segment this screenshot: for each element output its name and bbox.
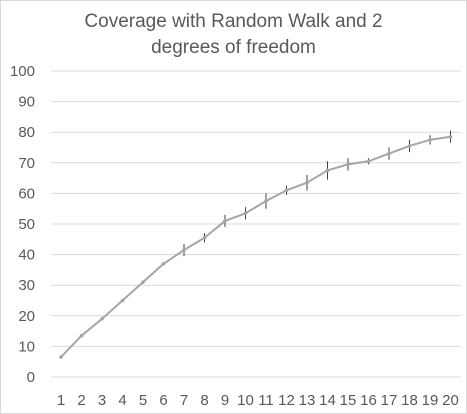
data-point: [428, 138, 432, 142]
chart-title: Coverage with Random Walk and 2 degrees …: [1, 9, 466, 61]
y-tick-label: 10: [18, 338, 35, 355]
data-point: [284, 188, 289, 193]
y-tick-label: 90: [18, 94, 35, 111]
x-tick-label: 4: [118, 392, 126, 409]
data-point: [346, 162, 350, 167]
x-tick-label: 1: [57, 392, 65, 409]
data-point: [305, 180, 309, 185]
x-tick-label: 11: [258, 392, 274, 409]
data-point: [407, 144, 412, 148]
series: [59, 130, 453, 359]
x-tick-label: 6: [159, 392, 167, 409]
data-point: [202, 235, 207, 240]
chart-title-line-1: Coverage with Random Walk and 2: [84, 11, 383, 32]
data-point: [79, 333, 84, 338]
x-tick-label: 19: [422, 392, 439, 409]
y-tick-label: 20: [18, 308, 35, 325]
y-tick-label: 80: [18, 124, 35, 141]
x-tick-label: 18: [401, 392, 418, 409]
x-axis: 1 2 3 4 5 6 7 8 9 10 11 12 13 14 15 16 17 18 19 20: [51, 376, 461, 409]
x-tick-label: 13: [299, 392, 316, 409]
data-point: [264, 199, 268, 203]
y-tick-label: 50: [18, 216, 35, 233]
data-point: [366, 159, 371, 164]
data-point: [120, 298, 125, 303]
x-tick-label: 2: [77, 392, 85, 409]
data-point: [325, 168, 330, 173]
chart-title-line-2: degrees of freedom: [151, 37, 316, 58]
data-point: [182, 248, 186, 252]
data-point: [243, 211, 248, 216]
x-tick-label: 17: [381, 392, 398, 409]
x-tick-label: 14: [319, 392, 336, 409]
data-point: [59, 355, 63, 359]
x-tick-label: 7: [180, 392, 188, 409]
data-point: [141, 280, 145, 284]
x-tick-label: 10: [237, 392, 254, 409]
data-point: [223, 219, 227, 223]
y-tick-label: 30: [18, 277, 35, 294]
x-tick-label: 5: [139, 392, 147, 409]
x-tick-label: 3: [98, 392, 106, 409]
y-tick-label: 0: [27, 369, 35, 386]
data-point: [161, 261, 166, 266]
x-tick-label: 12: [278, 392, 295, 409]
data-point: [387, 151, 391, 156]
data-point: [100, 317, 104, 321]
y-tick-label: 100: [10, 63, 35, 80]
x-tick-label: 15: [340, 392, 357, 409]
gridlines: [51, 70, 461, 347]
y-tick-label: 40: [18, 247, 35, 264]
y-axis: 0 10 20 30 40 50 60 70 80 90 100: [10, 63, 35, 386]
x-tick-label: 8: [200, 392, 208, 409]
y-tick-label: 70: [18, 155, 35, 172]
x-tick-label: 9: [221, 392, 229, 409]
x-tick-label: 16: [360, 392, 377, 409]
data-point: [448, 134, 453, 139]
x-tick-label: 20: [442, 392, 459, 409]
series-line: [60, 135, 451, 358]
y-tick-label: 60: [18, 185, 35, 202]
